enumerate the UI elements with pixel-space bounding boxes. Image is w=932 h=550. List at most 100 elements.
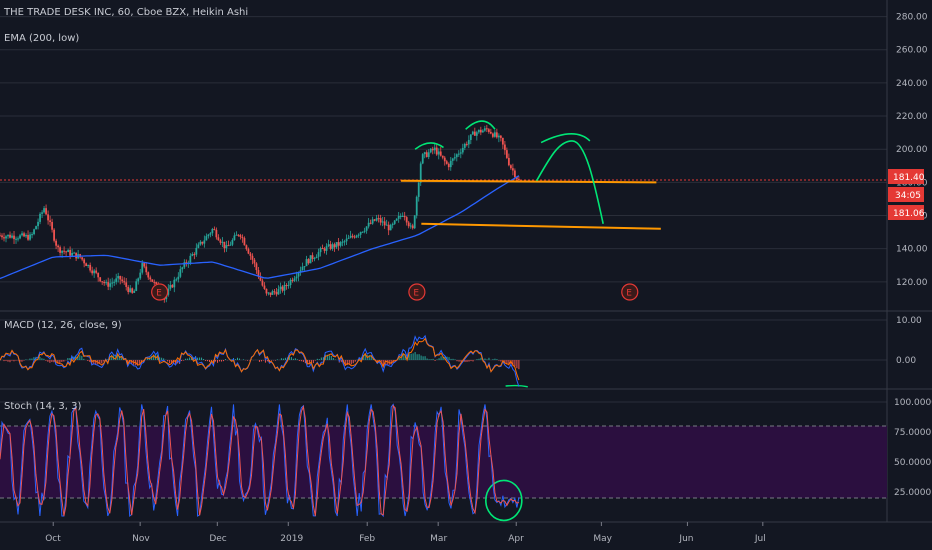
- candle-body: [377, 218, 380, 220]
- candle-body: [223, 241, 226, 249]
- macd-tick-label: 10.00: [896, 316, 922, 326]
- candle-body: [285, 284, 288, 286]
- time-tick-label: 2019: [280, 534, 303, 544]
- candle-body: [457, 153, 460, 155]
- candle-body: [451, 158, 454, 161]
- candle-body: [69, 249, 72, 256]
- candle-body: [473, 131, 476, 136]
- candle-body: [399, 215, 402, 217]
- badge-countdown: 34:05: [888, 187, 924, 202]
- candle-body: [309, 255, 312, 264]
- earnings-marker[interactable]: [408, 283, 426, 301]
- candle-body: [127, 286, 130, 293]
- macd-tick-label: 0.00: [896, 356, 916, 366]
- candle-body: [333, 244, 336, 248]
- candle-body: [35, 226, 37, 230]
- candle-body: [371, 219, 374, 224]
- price-tick-label: 140.00: [896, 245, 928, 255]
- candle-body: [415, 196, 418, 216]
- price-tick-label: 220.00: [896, 112, 928, 122]
- candle-body: [289, 279, 292, 286]
- candle-body: [111, 282, 114, 284]
- candle-body: [15, 238, 17, 240]
- candle-body: [501, 137, 504, 145]
- candle-body: [507, 157, 510, 166]
- candle-body: [203, 240, 206, 244]
- candle-body: [215, 229, 218, 238]
- candle-body: [455, 154, 458, 158]
- candle-body: [101, 281, 104, 283]
- candle-body: [133, 290, 136, 293]
- earnings-marker[interactable]: [621, 283, 639, 301]
- candle-body: [503, 144, 506, 151]
- candle-body: [423, 152, 426, 155]
- candle-body: [155, 282, 158, 285]
- stoch-k-line: [0, 403, 520, 518]
- badge-low-bg: [888, 205, 924, 220]
- candle-body: [259, 276, 262, 281]
- candle-body: [321, 248, 324, 250]
- candle-body: [225, 245, 228, 249]
- candle-body: [237, 234, 240, 236]
- candle-body: [489, 131, 492, 134]
- badge-current-price: 181.40: [893, 173, 925, 183]
- stoch-legend: Stoch (14, 3, 3): [4, 401, 81, 412]
- candle-body: [221, 241, 224, 243]
- ema-line: [0, 175, 520, 280]
- candle-body: [231, 240, 234, 245]
- candle-body: [463, 143, 466, 148]
- candle-body: [105, 282, 108, 284]
- candle-body: [121, 279, 124, 282]
- candle-body: [109, 283, 112, 287]
- candle-body: [389, 225, 392, 231]
- candle-body: [59, 247, 62, 253]
- candle-body: [267, 292, 270, 294]
- earnings-marker[interactable]: [151, 283, 169, 301]
- candle-body: [241, 236, 244, 239]
- badge-countdown-bg: [888, 187, 924, 202]
- candle-body: [317, 252, 320, 257]
- candle-body: [459, 152, 462, 154]
- candle-body: [485, 128, 488, 130]
- candle-body: [433, 147, 436, 151]
- stoch-d-line: [0, 404, 520, 517]
- candle-body: [479, 129, 482, 133]
- support-trend-line: [400, 179, 657, 184]
- candle-body: [407, 222, 410, 227]
- candle-body: [339, 242, 342, 246]
- candle-body: [481, 130, 484, 133]
- macd-axis: 10.00 0.00: [896, 316, 922, 366]
- candle-body: [515, 177, 518, 179]
- price-tick-label: 200.00: [896, 145, 928, 155]
- candle-body: [61, 250, 64, 253]
- candle-body: [89, 264, 92, 271]
- candle-body: [357, 234, 360, 236]
- time-tick-label: Jul: [754, 534, 766, 544]
- grid-lines: [0, 16, 887, 493]
- candle-body: [13, 235, 15, 240]
- candle-body: [43, 208, 45, 213]
- candle-body: [437, 151, 440, 155]
- candle-body: [323, 248, 326, 251]
- candle-body: [453, 157, 456, 159]
- candle-body: [269, 292, 272, 295]
- time-tick-label: Oct: [45, 534, 61, 544]
- candle-body: [201, 241, 204, 244]
- candle-body: [73, 252, 76, 254]
- candle-body: [131, 288, 134, 293]
- candle-body: [95, 270, 98, 273]
- candle-body: [475, 132, 478, 136]
- candle-body: [235, 234, 238, 236]
- macd-pane: [0, 334, 520, 387]
- candle-body: [67, 249, 70, 253]
- candle-body: [273, 291, 276, 293]
- time-tick-label: Mar: [430, 534, 447, 544]
- candle-body: [117, 276, 120, 279]
- candle-body: [395, 218, 398, 221]
- candle-body: [239, 235, 242, 237]
- candle-body: [359, 232, 362, 235]
- candle-body: [39, 213, 41, 222]
- candle-body: [511, 168, 514, 171]
- candle-body: [471, 131, 474, 135]
